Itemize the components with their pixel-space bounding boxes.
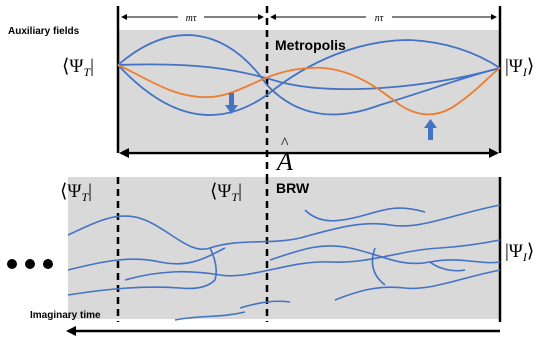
walk-4 <box>124 239 501 281</box>
walk-2 <box>67 247 226 271</box>
psi-t-bra-bottom-left: ⟨ΨT| <box>60 181 92 204</box>
walk-11 <box>371 247 386 286</box>
walk-6 <box>304 207 426 222</box>
ellipsis-dots <box>7 259 53 269</box>
psi-i-ket-bottom: |ΨI⟩ <box>505 241 534 264</box>
walk-12 <box>429 261 466 272</box>
metropolis-label: Metropolis <box>275 37 346 53</box>
walk-9 <box>239 300 291 309</box>
m-tau-label: mτ <box>186 13 197 24</box>
svg-text:^: ^ <box>281 135 289 152</box>
orange-path <box>117 64 501 116</box>
walk-8 <box>174 311 246 321</box>
walk-1 <box>67 204 501 251</box>
walk-5 <box>269 245 501 265</box>
metropolis-panel <box>118 30 500 151</box>
psi-t-bra-top: ⟨ΨT| <box>62 56 94 79</box>
walk-7 <box>334 269 501 301</box>
metropolis-paths <box>117 34 501 116</box>
down-arrow-icon <box>225 93 238 114</box>
blue-path-2 <box>117 39 501 116</box>
n-tau-label: nτ <box>375 13 384 24</box>
blue-path-1 <box>117 34 501 116</box>
psi-t-bra-bottom-mid: ⟨ΨT| <box>210 181 242 204</box>
blue-path-3 <box>117 63 501 90</box>
brw-paths <box>67 204 501 321</box>
brw-label: BRW <box>276 180 310 196</box>
imaginary-time-label: Imaginary time <box>30 310 101 321</box>
psi-i-ket-top: |ΨI⟩ <box>505 56 534 79</box>
walk-3 <box>67 279 216 296</box>
up-arrow-icon <box>424 119 437 140</box>
walk-10 <box>209 247 217 281</box>
auxiliary-fields-label: Auxiliary fields <box>8 26 80 37</box>
